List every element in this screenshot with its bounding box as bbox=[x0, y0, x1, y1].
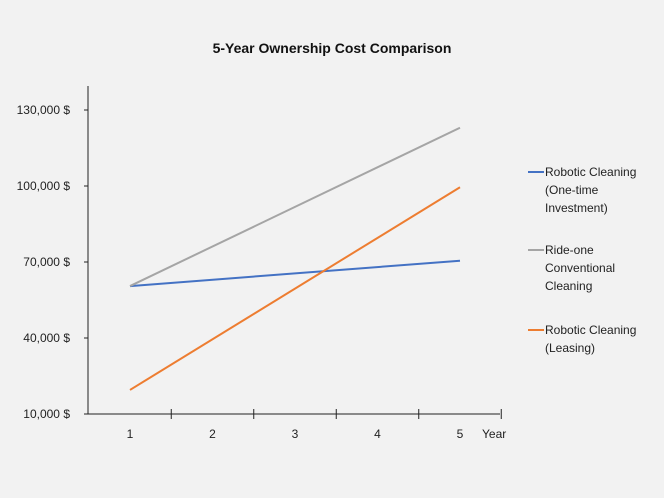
legend-entry: Robotic Cleaning (One-time Investment) bbox=[545, 165, 636, 215]
legend-entry: Ride-one Conventional Cleaning bbox=[545, 243, 615, 293]
series-line bbox=[129, 186, 461, 391]
y-tick-label: 40,000 $ bbox=[23, 331, 70, 345]
x-tick-label: 2 bbox=[209, 427, 216, 441]
y-tick-label: 10,000 $ bbox=[23, 407, 70, 421]
series-line bbox=[129, 259, 461, 288]
x-tick-label: 4 bbox=[374, 427, 381, 441]
y-tick-label: 130,000 $ bbox=[17, 103, 71, 117]
y-tick-label: 70,000 $ bbox=[23, 255, 70, 269]
legend-entry: Robotic Cleaning (Leasing) bbox=[545, 323, 636, 355]
y-tick-label: 100,000 $ bbox=[17, 179, 71, 193]
x-tick-label: 3 bbox=[292, 427, 299, 441]
x-axis-title: Year bbox=[482, 427, 506, 441]
x-tick-label: 1 bbox=[127, 427, 134, 441]
series-line bbox=[129, 126, 461, 287]
chart-title: 5-Year Ownership Cost Comparison bbox=[212, 40, 452, 56]
x-tick-label: 5 bbox=[457, 427, 464, 441]
